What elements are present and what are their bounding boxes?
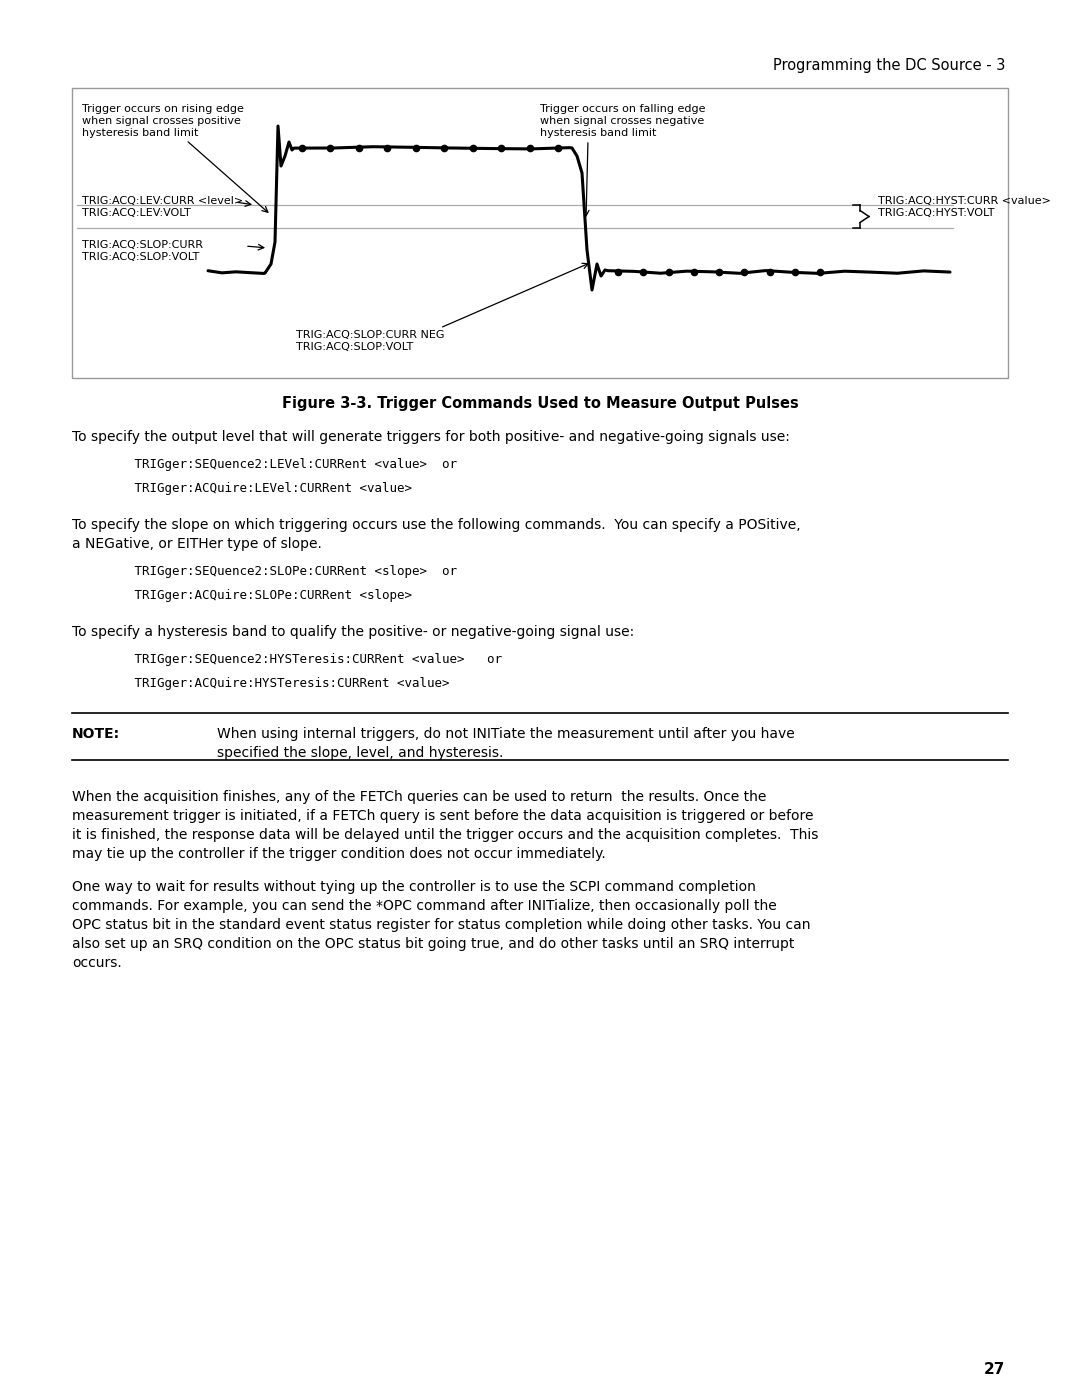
Text: To specify the slope on which triggering occurs use the following commands.  You: To specify the slope on which triggering… bbox=[72, 518, 800, 532]
Text: TRIG:ACQ:LEV:CURR <level>: TRIG:ACQ:LEV:CURR <level> bbox=[82, 196, 243, 205]
Text: TRIGger:SEQuence2:LEVel:CURRent <value>  or: TRIGger:SEQuence2:LEVel:CURRent <value> … bbox=[112, 458, 457, 471]
Text: when signal crosses positive: when signal crosses positive bbox=[82, 116, 241, 126]
Text: TRIG:ACQ:SLOP:CURR NEG: TRIG:ACQ:SLOP:CURR NEG bbox=[296, 330, 445, 339]
Text: 27: 27 bbox=[984, 1362, 1005, 1377]
Text: Trigger occurs on falling edge: Trigger occurs on falling edge bbox=[540, 103, 705, 115]
Text: measurement trigger is initiated, if a FETCh query is sent before the data acqui: measurement trigger is initiated, if a F… bbox=[72, 809, 813, 823]
Text: TRIG:ACQ:SLOP:VOLT: TRIG:ACQ:SLOP:VOLT bbox=[82, 251, 199, 263]
Text: TRIG:ACQ:SLOP:CURR: TRIG:ACQ:SLOP:CURR bbox=[82, 240, 203, 250]
Text: TRIGger:ACQuire:LEVel:CURRent <value>: TRIGger:ACQuire:LEVel:CURRent <value> bbox=[112, 482, 411, 495]
Text: may tie up the controller if the trigger condition does not occur immediately.: may tie up the controller if the trigger… bbox=[72, 847, 606, 861]
Text: One way to wait for results without tying up the controller is to use the SCPI c: One way to wait for results without tyin… bbox=[72, 880, 756, 894]
Text: TRIG:ACQ:LEV:VOLT: TRIG:ACQ:LEV:VOLT bbox=[82, 208, 191, 218]
Text: Programming the DC Source - 3: Programming the DC Source - 3 bbox=[772, 59, 1005, 73]
Text: it is finished, the response data will be delayed until the trigger occurs and t: it is finished, the response data will b… bbox=[72, 828, 819, 842]
Text: also set up an SRQ condition on the OPC status bit going true, and do other task: also set up an SRQ condition on the OPC … bbox=[72, 937, 795, 951]
Text: TRIGger:ACQuire:HYSTeresis:CURRent <value>: TRIGger:ACQuire:HYSTeresis:CURRent <valu… bbox=[112, 678, 449, 690]
Text: TRIG:ACQ:HYST:CURR <value>: TRIG:ACQ:HYST:CURR <value> bbox=[878, 196, 1051, 205]
Text: TRIGger:SEQuence2:HYSTeresis:CURRent <value>   or: TRIGger:SEQuence2:HYSTeresis:CURRent <va… bbox=[112, 652, 502, 666]
Text: commands. For example, you can send the *OPC command after INITialize, then occa: commands. For example, you can send the … bbox=[72, 900, 777, 914]
Text: NOTE:: NOTE: bbox=[72, 726, 120, 740]
Text: hysteresis band limit: hysteresis band limit bbox=[82, 129, 199, 138]
Text: To specify a hysteresis band to qualify the positive- or negative-going signal u: To specify a hysteresis band to qualify … bbox=[72, 624, 634, 638]
Text: Figure 3-3. Trigger Commands Used to Measure Output Pulses: Figure 3-3. Trigger Commands Used to Mea… bbox=[282, 395, 798, 411]
Text: OPC status bit in the standard event status register for status completion while: OPC status bit in the standard event sta… bbox=[72, 918, 810, 932]
Text: a NEGative, or EITHer type of slope.: a NEGative, or EITHer type of slope. bbox=[72, 536, 322, 550]
Text: TRIGger:SEQuence2:SLOPe:CURRent <slope>  or: TRIGger:SEQuence2:SLOPe:CURRent <slope> … bbox=[112, 564, 457, 578]
Text: When the acquisition finishes, any of the FETCh queries can be used to return  t: When the acquisition finishes, any of th… bbox=[72, 789, 767, 805]
Text: occurs.: occurs. bbox=[72, 956, 122, 970]
Bar bbox=[72, 88, 1008, 379]
Text: Trigger occurs on rising edge: Trigger occurs on rising edge bbox=[82, 103, 244, 115]
Text: To specify the output level that will generate triggers for both positive- and n: To specify the output level that will ge… bbox=[72, 430, 789, 444]
Text: When using internal triggers, do not INITiate the measurement until after you ha: When using internal triggers, do not INI… bbox=[217, 726, 795, 740]
Text: when signal crosses negative: when signal crosses negative bbox=[540, 116, 704, 126]
Text: TRIGger:ACQuire:SLOPe:CURRent <slope>: TRIGger:ACQuire:SLOPe:CURRent <slope> bbox=[112, 590, 411, 602]
Text: hysteresis band limit: hysteresis band limit bbox=[540, 129, 657, 138]
Text: specified the slope, level, and hysteresis.: specified the slope, level, and hysteres… bbox=[217, 746, 503, 760]
Text: TRIG:ACQ:SLOP:VOLT: TRIG:ACQ:SLOP:VOLT bbox=[296, 342, 414, 352]
Text: TRIG:ACQ:HYST:VOLT: TRIG:ACQ:HYST:VOLT bbox=[878, 208, 995, 218]
